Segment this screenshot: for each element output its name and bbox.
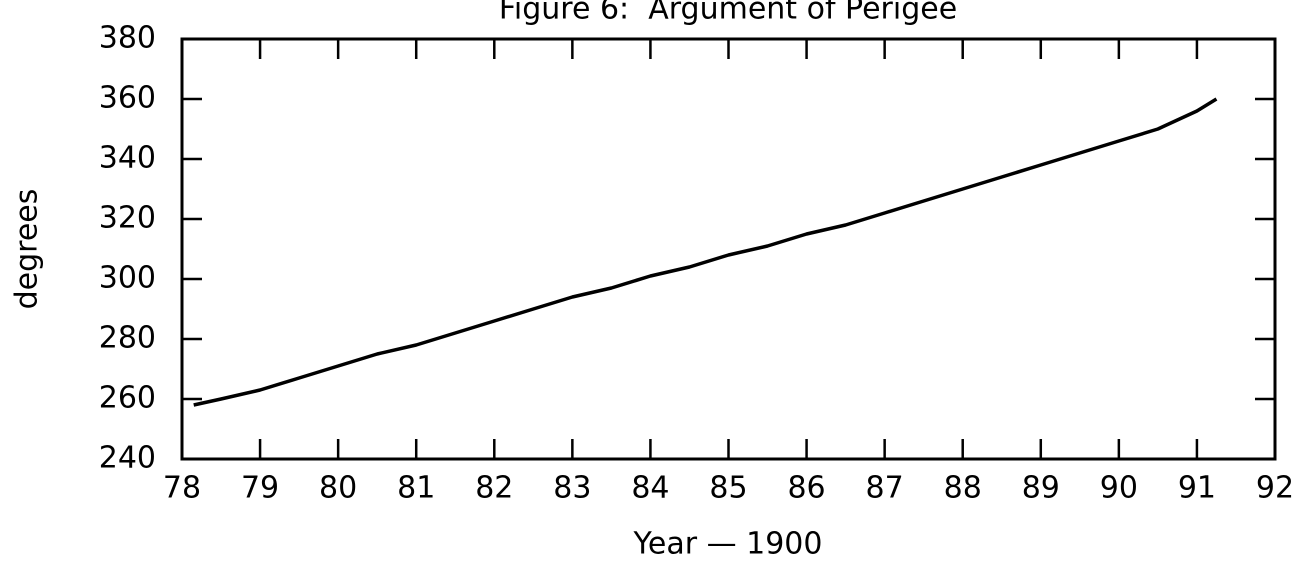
- y-tick-label: 280: [99, 321, 156, 356]
- x-tick-label: 90: [1100, 471, 1138, 506]
- y-tick-label: 320: [99, 201, 156, 236]
- x-tick-label: 79: [241, 471, 279, 506]
- y-tick-label: 360: [99, 81, 156, 116]
- x-tick-label: 82: [475, 471, 513, 506]
- plot-frame: [180, 37, 1277, 461]
- data-line: [193, 97, 1218, 407]
- x-tick-label: 85: [709, 471, 747, 506]
- y-axis-label: degrees: [10, 189, 45, 310]
- x-tick-label: 87: [866, 471, 904, 506]
- x-tick-label: 92: [1256, 471, 1294, 506]
- x-tick-label: 81: [397, 471, 435, 506]
- x-tick-label: 89: [1022, 471, 1060, 506]
- y-tick-label: 300: [99, 261, 156, 296]
- x-tick-label: 78: [163, 471, 201, 506]
- y-tick-label: 260: [99, 381, 156, 416]
- x-tick-label: 80: [319, 471, 357, 506]
- x-tick-label: 84: [631, 471, 669, 506]
- y-tick-label: 240: [99, 441, 156, 476]
- x-tick-label: 91: [1178, 471, 1216, 506]
- y-tick-label: 340: [99, 141, 156, 176]
- x-axis-label: Year — 1900: [633, 527, 823, 562]
- y-tick-label: 380: [99, 21, 156, 56]
- x-tick-label: 86: [787, 471, 825, 506]
- chart-title: Figure 6: Argument of Perigee: [499, 0, 957, 27]
- x-tick-label: 83: [553, 471, 591, 506]
- x-tick-label: 88: [944, 471, 982, 506]
